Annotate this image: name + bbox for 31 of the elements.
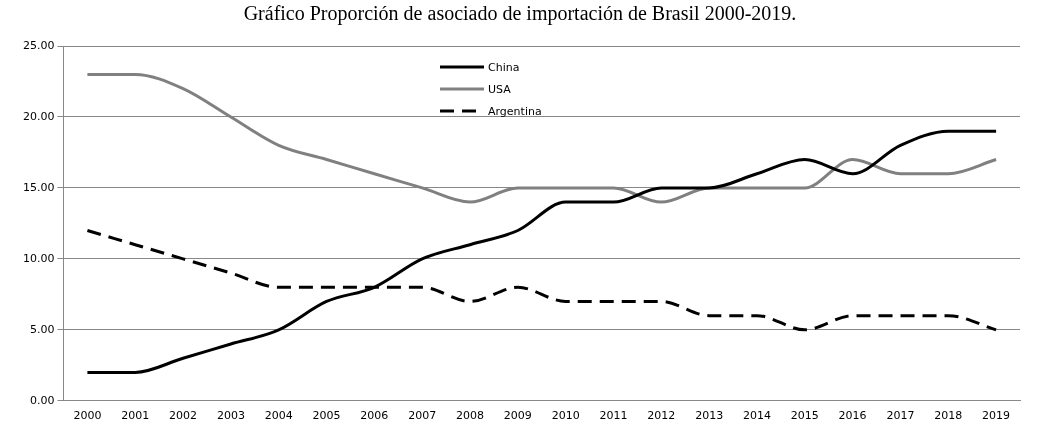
y-tick-label: 25.00 (22, 38, 55, 52)
x-tick-label: 2015 (790, 409, 819, 423)
x-tick-label: 2003 (216, 409, 245, 423)
y-tick-label: 5.00 (29, 322, 55, 336)
x-tick-label: 2008 (456, 409, 485, 423)
x-tick-label: 2014 (742, 409, 771, 423)
line-series (85, 129, 998, 374)
y-tick-label: 15.00 (22, 180, 55, 194)
x-tick-label: 2019 (982, 409, 1011, 423)
x-tick-label: 2018 (934, 409, 963, 423)
x-tick-label: 2016 (838, 409, 867, 423)
x-tick-label: 2007 (408, 409, 437, 423)
x-tick-label: 2006 (360, 409, 389, 423)
y-tick-label: 20.00 (22, 109, 55, 123)
chart-title: Gráfico Proporción de asociado de importación de Brasil 2000-2019. (242, 1, 798, 26)
x-tick-label: 2001 (121, 409, 150, 423)
legend-label: USA (488, 82, 511, 96)
x-tick-label: 2002 (169, 409, 198, 423)
x-tick-label: 2010 (551, 409, 580, 423)
x-tick-label: 2013 (695, 409, 724, 423)
x-tick-label: 2005 (312, 409, 341, 423)
y-tick-label: 0.00 (29, 393, 55, 407)
legend-label: China (488, 60, 520, 74)
x-tick-label: 2017 (886, 409, 915, 423)
x-tick-label: 2004 (264, 409, 293, 423)
x-tick-label: 2012 (647, 409, 676, 423)
y-tick-label: 10.00 (22, 251, 55, 265)
legend-label: Argentina (488, 104, 542, 118)
x-tick-label: 2000 (73, 409, 102, 423)
x-tick-label: 2009 (503, 409, 532, 423)
x-tick-label: 2011 (599, 409, 628, 423)
